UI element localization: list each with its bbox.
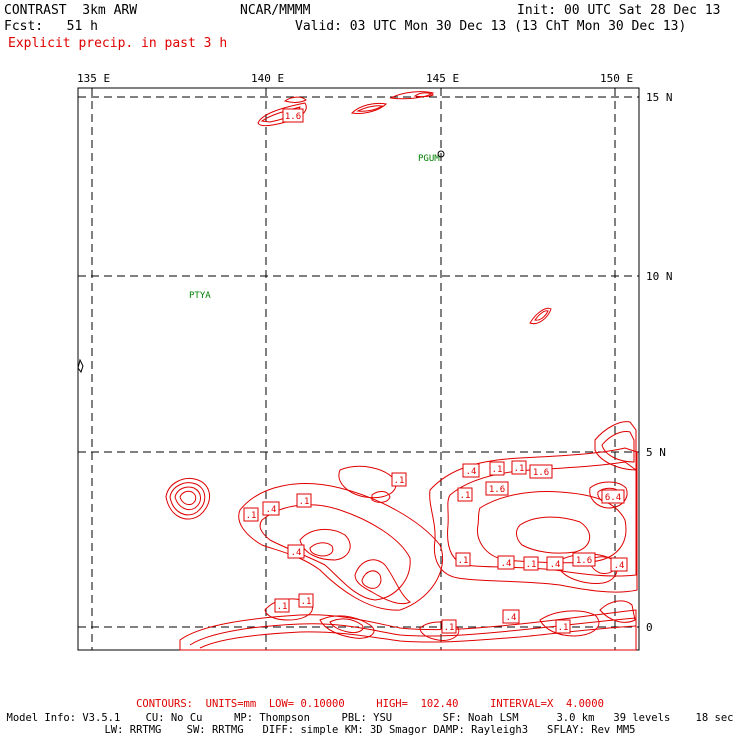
contour-label: .1 [523,556,539,571]
lon-label: 145 E [426,72,459,85]
svg-text:.4: .4 [466,467,477,477]
svg-text:.1: .1 [299,497,310,507]
contour-label: .4 [610,557,628,572]
contour-label: .4 [546,556,564,571]
init-time: Init: 00 UTC Sat 28 Dec 13 [517,3,721,18]
svg-text:.1: .1 [301,597,312,607]
contour-label: 1.6 [529,464,553,479]
model-info: Model Info: V3.5.1 CU: No Cu MP: Thompso… [6,712,734,724]
svg-text:6.4: 6.4 [605,493,621,503]
svg-text:1.6: 1.6 [489,485,505,495]
field-title: Explicit precip. in past 3 h [8,36,228,51]
svg-text:.1: .1 [458,556,469,566]
svg-text:.1: .1 [460,491,471,501]
lon-label: 135 E [77,72,110,85]
contour-label: .4 [502,609,520,624]
lon-label: 150 E [600,72,633,85]
contour-label: .1 [441,619,457,634]
svg-text:.1: .1 [444,623,455,633]
svg-text:1.6: 1.6 [576,556,592,566]
lat-label: 0 [646,621,653,634]
contour-label: .4 [497,555,515,570]
svg-text:.1: .1 [526,560,537,570]
svg-text:1.6: 1.6 [285,112,301,122]
svg-text:.1: .1 [492,465,503,475]
valid-time: Valid: 03 UTC Mon 30 Dec 13 (13 ChT Mon … [295,19,687,34]
contour-label: .1 [555,619,571,634]
contour-label: .4 [262,501,280,516]
svg-text:.4: .4 [614,561,625,571]
contour-label: 1.6 [485,481,509,496]
contour-label: .1 [296,493,312,508]
svg-text:.4: .4 [291,548,302,558]
contour-label: .1 [489,461,505,476]
contour-label: .1 [391,472,407,487]
lat-label: 10 N [646,270,673,283]
contour-label: 6.4 [601,489,625,504]
contour-info: CONTOURS: UNITS=mm LOW= 0.10000 HIGH= 10… [136,698,604,710]
svg-text:.1: .1 [558,623,569,633]
lat-label: 15 N [646,91,673,104]
org-label: NCAR/MMMM [240,3,311,18]
svg-text:.4: .4 [506,613,517,623]
svg-text:1.6: 1.6 [533,468,549,478]
land-sliver [77,358,84,374]
lon-label: 140 E [251,72,284,85]
contour-label: 1.6 [572,552,596,567]
contour-label: .1 [511,460,527,475]
svg-text:.1: .1 [514,464,525,474]
contour-label: .1 [457,487,473,502]
svg-text:.4: .4 [501,559,512,569]
contour-label: .1 [274,598,290,613]
precip-contours [165,91,638,651]
physics-info: LW: RRTMG SW: RRTMG DIFF: simple KM: 3D … [104,724,636,736]
contour-label: .1 [243,507,259,522]
contour-label: .1 [298,593,314,608]
graticule [78,88,639,650]
guam-island [437,150,445,158]
contour-label: .1 [455,552,471,567]
svg-text:.1: .1 [277,602,288,612]
station-ptya: PTYA [189,291,211,301]
contour-label: 1.6 [282,108,304,123]
svg-text:.4: .4 [550,560,561,570]
lat-label: 5 N [646,446,666,459]
svg-text:.1: .1 [394,476,405,486]
station-pgum: PGUM [418,154,440,164]
contour-label: .4 [462,463,480,478]
svg-text:.1: .1 [246,511,257,521]
forecast-hour: Fcst: 51 h [4,19,98,34]
contour-label: .4 [287,544,305,559]
model-title: CONTRAST 3km ARW [4,3,138,18]
svg-text:.4: .4 [266,505,277,515]
